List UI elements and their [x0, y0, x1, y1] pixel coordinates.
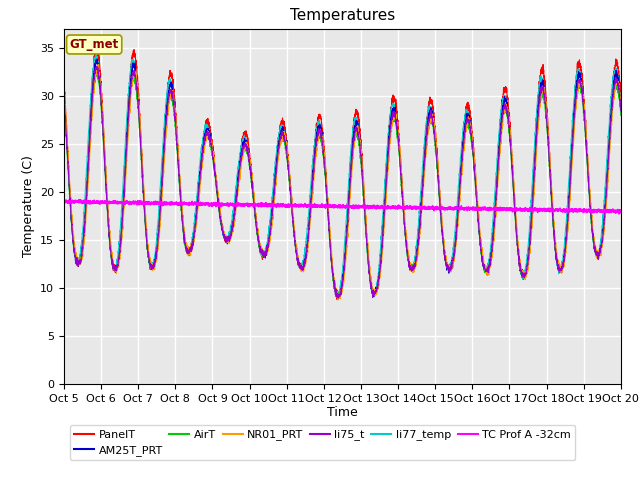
NR01_PRT — [468, 127, 476, 133]
TC Prof A -32cm — [76, 197, 83, 203]
Line: AirT: AirT — [64, 72, 621, 300]
li75_t — [93, 63, 100, 69]
PanelT — [617, 92, 625, 98]
AirT — [499, 114, 507, 120]
Line: NR01_PRT: NR01_PRT — [64, 64, 621, 300]
PanelT — [333, 297, 341, 302]
AM25T_PRT — [93, 56, 101, 62]
li75_t — [468, 133, 476, 139]
Line: AM25T_PRT: AM25T_PRT — [64, 59, 621, 299]
TC Prof A -32cm — [436, 205, 444, 211]
NR01_PRT — [436, 201, 444, 207]
NR01_PRT — [94, 61, 102, 67]
AM25T_PRT — [499, 106, 507, 112]
TC Prof A -32cm — [499, 206, 507, 212]
AirT — [93, 69, 100, 74]
li77_temp — [499, 96, 507, 102]
li75_t — [616, 98, 624, 104]
li77_temp — [616, 96, 624, 102]
AM25T_PRT — [322, 170, 330, 176]
AirT — [60, 99, 68, 105]
TC Prof A -32cm — [467, 205, 475, 211]
PanelT — [468, 121, 476, 127]
PanelT — [616, 83, 624, 89]
li77_temp — [60, 93, 68, 99]
li75_t — [617, 108, 625, 114]
AM25T_PRT — [468, 129, 476, 135]
AirT — [616, 106, 624, 112]
NR01_PRT — [60, 86, 68, 92]
AM25T_PRT — [161, 144, 168, 150]
PanelT — [161, 136, 168, 142]
AirT — [322, 180, 330, 186]
TC Prof A -32cm — [322, 204, 330, 209]
NR01_PRT — [335, 297, 342, 302]
AirT — [334, 297, 342, 302]
AirT — [436, 213, 444, 218]
li75_t — [161, 148, 168, 154]
TC Prof A -32cm — [60, 198, 68, 204]
PanelT — [60, 79, 68, 85]
li77_temp — [161, 124, 168, 130]
AM25T_PRT — [60, 91, 68, 96]
AirT — [161, 150, 168, 156]
AirT — [617, 112, 625, 118]
li75_t — [334, 295, 342, 301]
PanelT — [499, 98, 507, 104]
Line: PanelT: PanelT — [64, 44, 621, 300]
Line: TC Prof A -32cm: TC Prof A -32cm — [64, 200, 621, 214]
Y-axis label: Temperature (C): Temperature (C) — [22, 156, 35, 257]
NR01_PRT — [616, 96, 624, 101]
NR01_PRT — [617, 99, 625, 105]
NR01_PRT — [161, 157, 168, 163]
TC Prof A -32cm — [617, 208, 625, 214]
li77_temp — [93, 53, 100, 59]
PanelT — [93, 41, 100, 47]
li77_temp — [617, 104, 625, 109]
AM25T_PRT — [616, 96, 624, 102]
NR01_PRT — [499, 114, 507, 120]
NR01_PRT — [322, 166, 330, 172]
TC Prof A -32cm — [615, 211, 623, 217]
li75_t — [436, 210, 444, 216]
li77_temp — [468, 132, 476, 137]
Line: li75_t: li75_t — [64, 66, 621, 298]
PanelT — [322, 165, 330, 171]
AM25T_PRT — [436, 208, 444, 214]
AM25T_PRT — [335, 296, 342, 301]
TC Prof A -32cm — [616, 209, 624, 215]
TC Prof A -32cm — [161, 199, 168, 205]
Title: Temperatures: Temperatures — [290, 9, 395, 24]
X-axis label: Time: Time — [327, 407, 358, 420]
li75_t — [499, 111, 507, 117]
li77_temp — [436, 211, 444, 217]
Text: GT_met: GT_met — [70, 38, 119, 51]
li77_temp — [322, 176, 330, 181]
PanelT — [436, 202, 444, 208]
li75_t — [322, 179, 330, 185]
li75_t — [60, 96, 68, 101]
Line: li77_temp: li77_temp — [64, 56, 621, 297]
li77_temp — [333, 294, 340, 300]
AM25T_PRT — [617, 102, 625, 108]
AirT — [468, 137, 476, 143]
Legend: PanelT, AM25T_PRT, AirT, NR01_PRT, li75_t, li77_temp, TC Prof A -32cm: PanelT, AM25T_PRT, AirT, NR01_PRT, li75_… — [70, 425, 575, 460]
